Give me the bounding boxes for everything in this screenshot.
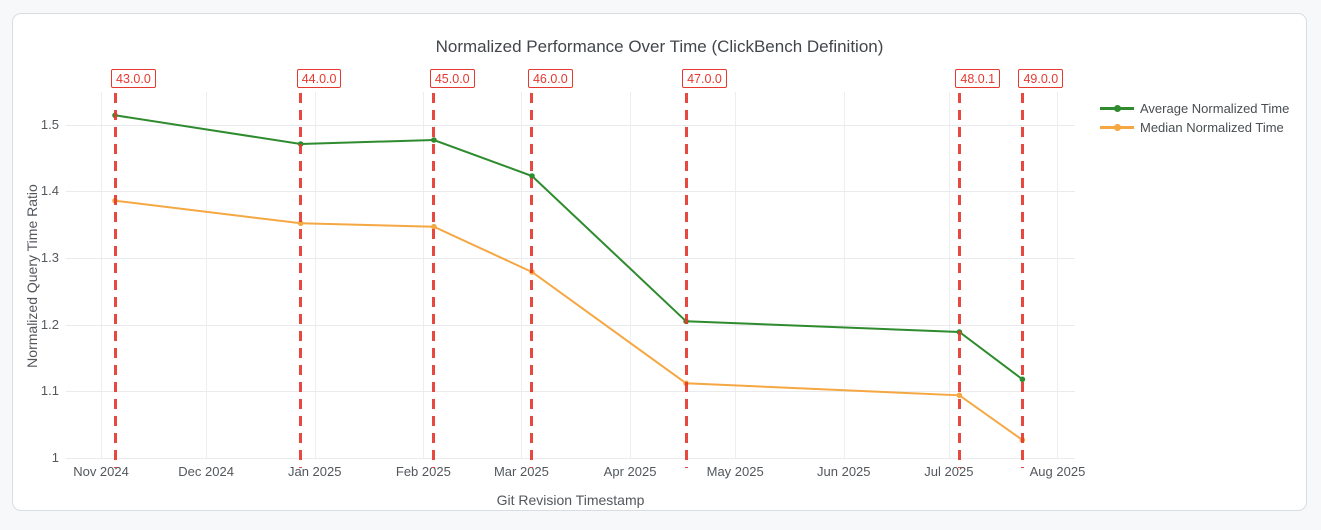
horizontal-gridline [66,391,1075,393]
y-tick-label: 1.5 [40,116,59,132]
horizontal-gridline [66,191,1075,193]
release-version-label: 44.0.0 [296,69,342,88]
horizontal-gridline [66,124,1075,126]
release-dashed-line [432,93,436,468]
vertical-gridline [1057,92,1059,458]
release-version-label: 45.0.0 [429,69,475,88]
x-tick-label: Aug 2025 [1029,464,1086,479]
y-axis-title: Normalized Query Time Ratio [24,184,40,368]
y-tick-label: 1.3 [40,250,59,265]
release-dashed-line [1020,93,1024,468]
x-tick-label: Nov 2024 [73,464,129,479]
x-tick-label: Jun 2025 [817,464,871,479]
legend-label: Median Normalized Time [1140,120,1284,135]
release-version-label: 48.0.1 [955,69,1001,88]
vertical-gridline [521,92,523,458]
release-dashed-line [530,93,534,468]
legend-marker-dot [1113,124,1121,131]
legend-line-swatch [1100,118,1134,137]
horizontal-gridline [66,458,1075,459]
y-tick-label: 1.1 [40,383,59,399]
release-dashed-line [113,93,117,468]
legend-line-swatch [1100,99,1134,118]
x-tick-label: Apr 2025 [603,464,657,479]
vertical-gridline [630,92,632,458]
x-tick-label: Dec 2024 [178,464,234,479]
release-version-label: 47.0.0 [682,69,727,88]
vertical-gridline [843,92,845,458]
release-version-label: 49.0.0 [1018,69,1064,88]
plot-area[interactable] [66,92,1075,459]
series-lines [112,112,1026,443]
x-tick-label: May 2025 [706,464,764,479]
release-version-label: 46.0.0 [527,69,573,88]
x-axis-title: Git Revision Timestamp [496,492,645,508]
chart-card [12,13,1307,511]
legend: Average Normalized Time Median Normalized… [1100,99,1289,137]
vertical-gridline [423,92,425,458]
chart-title: Normalized Performance Over Time (ClickB… [435,37,884,56]
release-version-label: 43.0.0 [111,69,156,88]
legend-label: Average Normalized Time [1140,101,1290,116]
legend-item[interactable]: Average Normalized Time [1100,99,1289,118]
x-tick-label: Jul 2025 [924,464,974,479]
legend-marker-dot [1113,105,1121,112]
release-dashed-line [957,93,961,468]
y-tick-label: 1.2 [40,316,59,332]
legend-item[interactable]: Median Normalized Time [1100,118,1289,137]
y-tick-label: 1.4 [40,183,59,199]
x-tick-label: Mar 2025 [493,464,549,479]
series-line [114,199,1023,441]
vertical-gridline [101,92,103,458]
series-line [114,114,1024,381]
vertical-gridline [948,92,950,458]
y-tick-label: 1 [51,450,59,465]
x-tick-label: Jan 2025 [287,464,342,479]
release-dashed-line [684,93,688,468]
release-dashed-line [299,93,303,468]
horizontal-gridline [66,258,1075,259]
x-tick-label: Feb 2025 [395,464,451,479]
horizontal-gridline [66,324,1075,326]
vertical-gridline [735,92,737,458]
vertical-gridline [206,92,208,458]
vertical-gridline [314,92,316,458]
